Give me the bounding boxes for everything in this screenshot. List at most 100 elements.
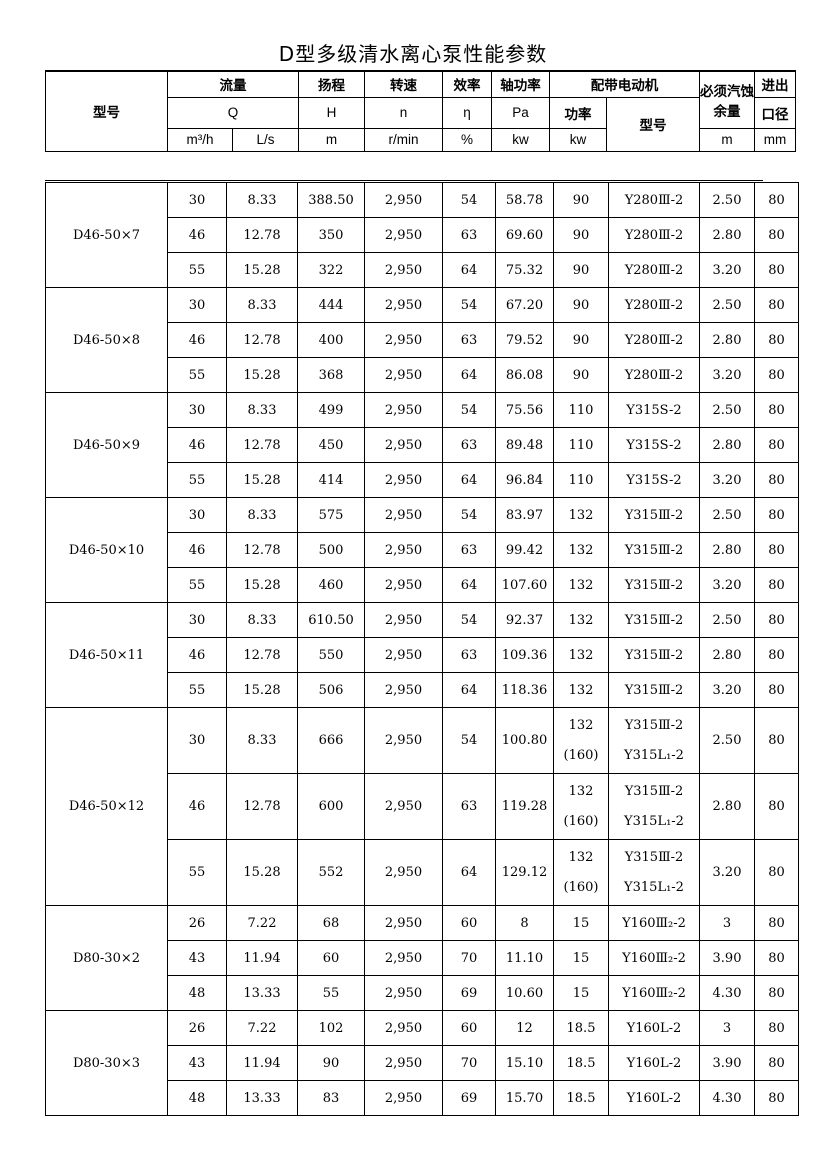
table-row: 48 13.33 55 2,950 69 10.60 15 Y160Ⅲ₂-2 4.30 80 [46,975,799,1011]
cell-motor-power: 110 [553,427,609,463]
cell-motor-model: Y315S-2 [608,462,700,498]
cell-motor-model: Y315Ⅲ-2 [608,637,700,673]
cell-line: (160) [563,813,599,829]
cell-efficiency: 64 [442,567,496,603]
cell-head: 350 [297,217,365,253]
cell-flow-m3h: 46 [167,532,227,568]
cell-motor-power: 90 [553,287,609,323]
cell-head: 450 [297,427,365,463]
table-row: 55 15.28 506 2,950 64 118.36 132 Y315Ⅲ-2 3.20 80 [46,672,799,708]
cell-speed: 2,950 [364,252,443,288]
cell-port: 80 [754,1045,799,1081]
unit-eff: % [442,127,492,152]
cell-shaft-power: 58.78 [495,182,554,218]
cell-npsh: 2.80 [699,427,755,463]
table-row: 46 12.78 550 2,950 63 109.36 132 Y315Ⅲ-2 2.80 80 [46,637,799,673]
cell-port: 80 [754,392,799,428]
cell-head: 60 [297,940,365,976]
cell-npsh: 2.50 [699,287,755,323]
cell-efficiency: 64 [442,252,496,288]
cell-motor-model: Y160Ⅲ₂-2 [608,940,700,976]
cell-flow-ls: 12.78 [226,532,298,568]
cell-npsh: 2.50 [699,707,755,774]
cell-shaft-power: 96.84 [495,462,554,498]
cell-npsh: 3.20 [699,252,755,288]
cell-port: 80 [754,182,799,218]
cell-efficiency: 60 [442,1010,496,1046]
table-row: D46-50×10 30 8.33 575 2,950 54 83.97 132 Y315Ⅲ-2… [45,497,799,603]
cell-port: 80 [754,287,799,323]
cell-head: 610.50 [297,602,365,638]
cell-npsh: 2.80 [699,322,755,358]
cell-flow-ls: 11.94 [226,940,298,976]
unit-ls: L/s [232,127,299,152]
cell-speed: 2,950 [364,773,443,840]
cell-motor-power: 132 [553,672,609,708]
cell-efficiency: 70 [442,1045,496,1081]
cell-head: 388.50 [297,182,365,218]
cell-shaft-power: 119.28 [495,773,554,840]
table-row: 46 12.78 400 2,950 63 79.52 90 Y280Ⅲ-2 2.80 80 [46,322,799,358]
cell-port: 80 [754,1080,799,1116]
cell-flow-ls: 12.78 [226,637,298,673]
table-row: 43 11.94 90 2,950 70 15.10 18.5 Y160L-2 3.90 80 [46,1045,799,1081]
cell-speed: 2,950 [364,532,443,568]
cell-efficiency: 64 [442,462,496,498]
cell-flow-m3h: 46 [167,773,227,840]
cell-flow-ls: 12.78 [226,322,298,358]
cell-speed: 2,950 [364,1010,443,1046]
cell-flow-ls: 15.28 [226,462,298,498]
cell-motor-power: 90 [553,217,609,253]
cell-npsh: 2.50 [699,182,755,218]
cell-motor-power: 18.5 [553,1080,609,1116]
cell-flow-m3h: 55 [167,567,227,603]
cell-shaft-power: 67.20 [495,287,554,323]
cell-shaft-power: 11.10 [495,940,554,976]
cell-npsh: 4.30 [699,975,755,1011]
cell-shaft-power: 92.37 [495,602,554,638]
header-h: H [298,96,365,129]
cell-motor-model: Y280Ⅲ-2 [608,182,700,218]
unit-npsh: m [699,127,755,152]
cell-shaft-power: 109.36 [495,637,554,673]
cell-line: Y315Ⅲ-2 [624,849,684,865]
unit-n: r/min [364,127,443,152]
cell-motor-model: Y280Ⅲ-2 [608,252,700,288]
cell-efficiency: 54 [442,602,496,638]
cell-line: Y315L₁-2 [624,813,684,829]
cell-motor-model: Y160L-2 [608,1080,700,1116]
cell-motor-model: Y280Ⅲ-2 [608,287,700,323]
cell-line: Y315Ⅲ-2 [624,783,684,799]
table-row: 48 13.33 83 2,950 69 15.70 18.5 Y160L-2 4.30 80 [46,1080,799,1116]
table-row: D46-50×7 30 8.33 388.50 2,950 54 58.78 90 Y280Ⅲ-… [45,182,799,288]
header-port-bottom: 口径 [754,96,796,129]
unit-q: m³/h [167,127,233,152]
cell-speed: 2,950 [364,392,443,428]
cell-motor-model: Y315Ⅲ-2 Y315L₁-2 [608,773,700,840]
page-title: D型多级清水离心泵性能参数 [278,42,548,66]
cell-head: 499 [297,392,365,428]
cell-head: 55 [297,975,365,1011]
header-q: Q [167,96,299,129]
cell-flow-ls: 8.33 [226,182,298,218]
header-flow: 流量 [167,70,299,98]
cell-flow-ls: 12.78 [226,773,298,840]
table-row: D80-30×2 26 7.22 68 2,950 60 8 15 Y160Ⅲ₂-2 3 80 [45,905,799,1011]
cell-flow-m3h: 30 [167,602,227,638]
table-row: 55 15.28 552 2,950 64 129.12 132 (160) Y315Ⅲ-2 Y3… [46,839,799,906]
cell-port: 80 [754,357,799,393]
cell-motor-power: 90 [553,182,609,218]
header-motor-power: 功率 [549,96,607,129]
cell-port: 80 [754,322,799,358]
table-row: D46-50×11 30 8.33 610.50 2,950 54 92.37 132 Y315… [45,602,799,708]
cell-line: Y315L₁-2 [624,879,684,895]
cell-npsh: 3.90 [699,1045,755,1081]
cell-efficiency: 54 [442,497,496,533]
cell-npsh: 2.80 [699,637,755,673]
cell-flow-m3h: 55 [167,462,227,498]
table-row: 46 12.78 450 2,950 63 89.48 110 Y315S-2 2.80 80 [46,427,799,463]
cell-efficiency: 63 [442,322,496,358]
header-efficiency: 效率 [442,70,492,98]
cell-port: 80 [754,975,799,1011]
cell-npsh: 3.20 [699,672,755,708]
